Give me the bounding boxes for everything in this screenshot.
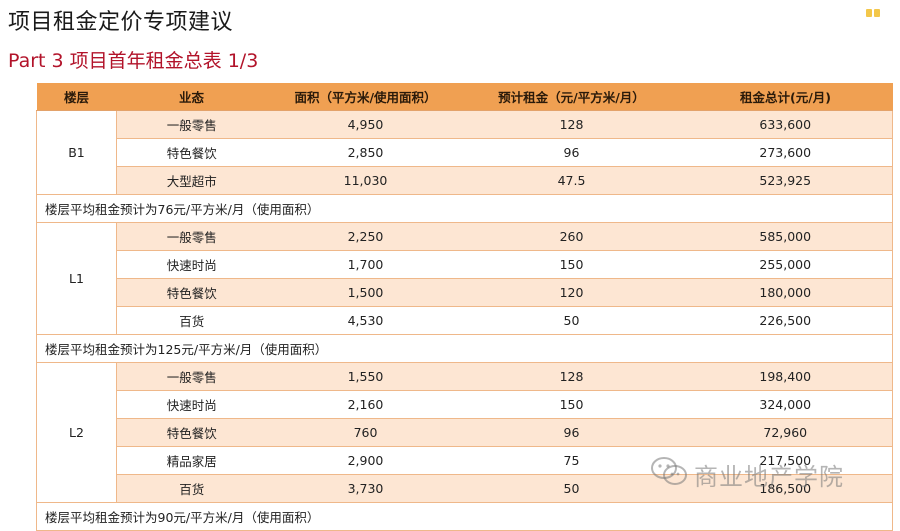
cell-area: 4,950 — [266, 110, 465, 139]
header-rent: 预计租金（元/平方米/月） — [464, 83, 679, 111]
cell-rent: 128 — [464, 110, 679, 139]
cell-type: 一般零售 — [116, 362, 267, 391]
watermark: 商业地产学院 — [650, 456, 844, 492]
cell-total: 72,960 — [678, 418, 893, 447]
table-row: 百货 3,730 50 186,500 — [37, 474, 893, 503]
table-row: 精品家居 2,900 75 217,500 — [37, 446, 893, 475]
cell-total: 324,000 — [678, 390, 893, 419]
cell-area: 1,500 — [266, 278, 465, 307]
rent-table-container: 楼层 业态 面积（平方米/使用面积） 预计租金（元/平方米/月） 租金总计(元/… — [36, 83, 893, 531]
table-row: 大型超市 11,030 47.5 523,925 — [37, 166, 893, 195]
table-row: L1 一般零售 2,250 260 585,000 — [36, 222, 893, 335]
cell-area: 11,030 — [266, 166, 465, 195]
cell-rent: 150 — [464, 390, 679, 419]
corner-decoration — [864, 2, 888, 17]
cell-rent: 50 — [464, 306, 679, 335]
table-row: 快速时尚 2,160 150 324,000 — [37, 390, 893, 419]
table-row: 百货 4,530 50 226,500 — [37, 306, 893, 335]
watermark-text: 商业地产学院 — [694, 462, 844, 491]
cell-total: 198,400 — [678, 362, 893, 391]
table-row: 特色餐饮 760 96 72,960 — [37, 418, 893, 447]
wechat-icon — [650, 455, 688, 493]
cell-rent: 128 — [464, 362, 679, 391]
table-row: 特色餐饮 2,850 96 273,600 — [37, 138, 893, 167]
floor-average-note: 楼层平均租金预计为125元/平方米/月（使用面积） — [36, 334, 893, 363]
cell-total: 273,600 — [678, 138, 893, 167]
cell-total: 226,500 — [678, 306, 893, 335]
cell-rent: 75 — [464, 446, 679, 475]
cell-total: 180,000 — [678, 278, 893, 307]
header-floor: 楼层 — [36, 83, 117, 111]
floor-note-row: 楼层平均租金预计为90元/平方米/月（使用面积） — [36, 502, 893, 531]
floor-label: B1 — [36, 110, 117, 195]
cell-area: 3,730 — [266, 474, 465, 503]
cell-rent: 120 — [464, 278, 679, 307]
cell-area: 2,160 — [266, 390, 465, 419]
cell-area: 2,900 — [266, 446, 465, 475]
cell-rent: 47.5 — [464, 166, 679, 195]
cell-type: 一般零售 — [116, 110, 267, 139]
cell-rent: 96 — [464, 138, 679, 167]
cell-area: 760 — [266, 418, 465, 447]
cell-area: 4,530 — [266, 306, 465, 335]
floor-average-note: 楼层平均租金预计为90元/平方米/月（使用面积） — [36, 502, 893, 531]
cell-total: 523,925 — [678, 166, 893, 195]
cell-total: 585,000 — [678, 222, 893, 251]
cell-total: 217,500 — [678, 446, 893, 475]
cell-area: 2,250 — [266, 222, 465, 251]
cell-type: 快速时尚 — [116, 250, 267, 279]
cell-type: 百货 — [116, 306, 267, 335]
cell-type: 特色餐饮 — [116, 278, 267, 307]
cell-rent: 150 — [464, 250, 679, 279]
floor-label: L2 — [36, 362, 117, 503]
page-title: 项目租金定价专项建议 — [8, 10, 234, 35]
cell-total: 633,600 — [678, 110, 893, 139]
floor-label: L1 — [36, 222, 117, 335]
floor-average-note: 楼层平均租金预计为76元/平方米/月（使用面积） — [36, 194, 893, 223]
table-header-row: 楼层 业态 面积（平方米/使用面积） 预计租金（元/平方米/月） 租金总计(元/… — [36, 83, 893, 111]
header-area: 面积（平方米/使用面积） — [266, 83, 465, 111]
cell-rent: 260 — [464, 222, 679, 251]
cell-type: 特色餐饮 — [116, 418, 267, 447]
table-row: L2 一般零售 1,550 128 198,400 — [36, 362, 893, 503]
cell-area: 2,850 — [266, 138, 465, 167]
cell-area: 1,550 — [266, 362, 465, 391]
floor-note-row: 楼层平均租金预计为125元/平方米/月（使用面积） — [36, 334, 893, 363]
cell-type: 大型超市 — [116, 166, 267, 195]
rent-table: 楼层 业态 面积（平方米/使用面积） 预计租金（元/平方米/月） 租金总计(元/… — [36, 83, 893, 531]
cell-rent: 96 — [464, 418, 679, 447]
cell-total: 186,500 — [678, 474, 893, 503]
page-subtitle: Part 3 项目首年租金总表 1/3 — [8, 50, 259, 72]
cell-rent: 50 — [464, 474, 679, 503]
cell-type: 特色餐饮 — [116, 138, 267, 167]
cell-area: 1,700 — [266, 250, 465, 279]
table-row: 特色餐饮 1,500 120 180,000 — [37, 278, 893, 307]
cell-total: 255,000 — [678, 250, 893, 279]
table-row: 快速时尚 1,700 150 255,000 — [37, 250, 893, 279]
cell-type: 快速时尚 — [116, 390, 267, 419]
cell-type: 一般零售 — [116, 222, 267, 251]
cell-type: 百货 — [116, 474, 267, 503]
header-type: 业态 — [116, 83, 267, 111]
floor-note-row: 楼层平均租金预计为76元/平方米/月（使用面积） — [36, 194, 893, 223]
cell-type: 精品家居 — [116, 446, 267, 475]
table-row: B1 一般零售 4,950 128 633,600 — [36, 110, 893, 195]
header-total: 租金总计(元/月) — [678, 83, 893, 111]
